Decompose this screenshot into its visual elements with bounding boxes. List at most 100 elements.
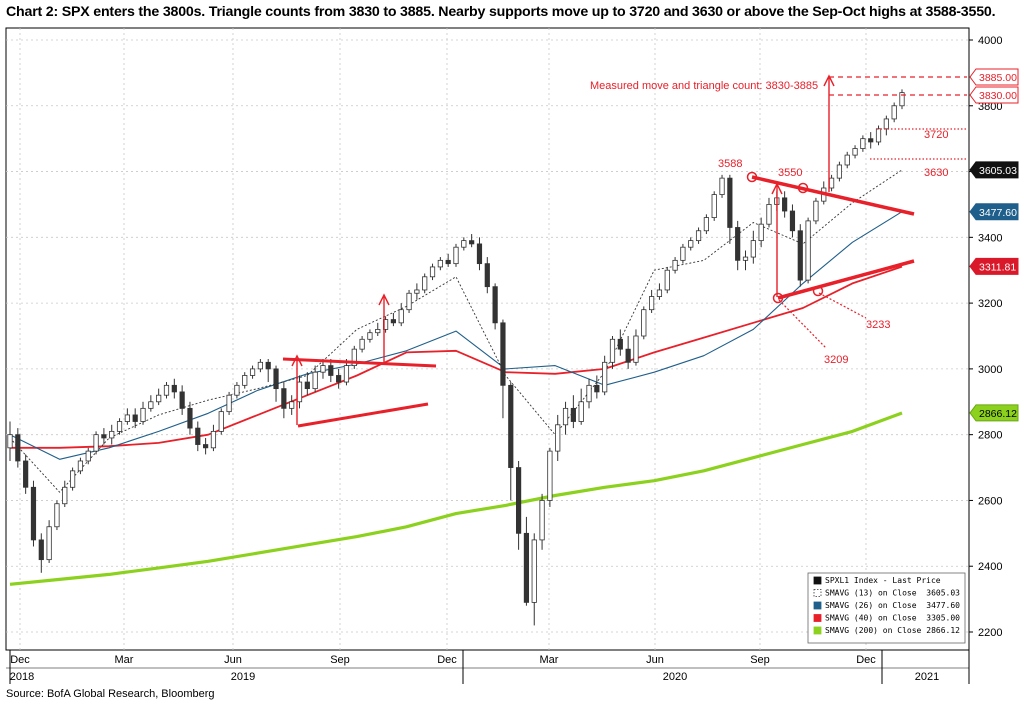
candle-body (116, 421, 123, 432)
candle-body (539, 500, 545, 541)
candle-body (101, 434, 107, 439)
legend-swatch (813, 601, 822, 610)
annotation-label: 3209 (824, 354, 848, 366)
legend-entry-name: SMAVG (40) on Close (825, 614, 917, 623)
candle-body (437, 259, 443, 268)
candle-body (406, 292, 412, 311)
candle-body (531, 539, 537, 603)
pivot-circle (772, 292, 784, 304)
y-tick-label: 3200 (978, 298, 1002, 310)
candle-body (594, 384, 600, 393)
candle-body (218, 411, 224, 432)
pivot-circle (797, 182, 809, 194)
candle-body (789, 210, 796, 232)
x-axis: Dec Mar Jun Sep Dec Mar Jun Sep Dec 2018 2019 2020 2… (6, 650, 970, 684)
candle-body (672, 259, 678, 271)
candle-body (547, 450, 553, 501)
candle-body (492, 286, 498, 324)
candle-body (249, 368, 256, 376)
candle-body (711, 194, 717, 218)
candle-body (203, 444, 209, 449)
chart-title: Chart 2: SPX enters the 3800s. Triangle … (6, 4, 996, 20)
candle-body (476, 243, 483, 265)
candle-body (195, 427, 201, 445)
candle-body (93, 434, 99, 452)
x-year-label: 2018 (10, 671, 34, 683)
candle-body (602, 361, 608, 393)
y-tick-label: 3000 (978, 364, 1002, 376)
price-tag: 3477.60 (969, 203, 1019, 221)
candle-body (782, 197, 788, 212)
candle-body (242, 375, 248, 386)
legend-entry-name: SMAVG (200) on Close (825, 626, 922, 635)
triangle-2019-arrowhead (291, 354, 303, 367)
candle-body (390, 319, 397, 324)
candle-body (891, 105, 897, 120)
candle-body (586, 384, 592, 403)
candle-body (422, 276, 428, 291)
candle-body (578, 401, 584, 422)
y-grid (6, 39, 969, 633)
candle-body (609, 338, 616, 363)
y-tick-label: 4000 (978, 35, 1002, 47)
x-month-label: Sep (750, 654, 770, 666)
candle-body (320, 365, 326, 373)
price-tag-box (969, 203, 1019, 221)
candle-body (844, 154, 850, 166)
candle-body (656, 289, 663, 297)
candle-body (304, 381, 310, 390)
price-tag-box (969, 161, 1019, 179)
candle-body (469, 240, 475, 245)
candle-body (398, 309, 404, 324)
sma200-line (9, 411, 903, 586)
price-tag: 3885.00 (969, 68, 1019, 86)
x-month-label: Mar (540, 654, 559, 666)
legend-entry-value: 3305.00 (926, 614, 960, 623)
candle-body (742, 256, 749, 261)
annotation-label: 3233 (866, 319, 890, 331)
candle-body (766, 204, 772, 225)
candle-body (210, 430, 217, 449)
candle-body (62, 486, 68, 505)
x-year-label: 2020 (663, 671, 687, 683)
candle-body (109, 430, 115, 439)
candle-body (343, 365, 350, 383)
candle-body (163, 384, 170, 396)
triangle-2019-lower (297, 402, 429, 428)
candle-body (367, 332, 373, 340)
candle-body (351, 348, 357, 366)
candle-body (570, 407, 576, 422)
candle-body (132, 414, 138, 422)
legend: SPXL1 Index - Last Price SMAVG (13) on Cl… (807, 572, 966, 644)
annotation-label: 3720 (924, 129, 948, 141)
y-tick-label: 3400 (978, 232, 1002, 244)
candle-body (633, 335, 639, 363)
candle-body (641, 309, 647, 337)
x-month-label: Jun (224, 654, 242, 666)
candle-body (257, 361, 263, 370)
candle-body (226, 394, 232, 413)
legend-entry-value: 2866.12 (926, 626, 960, 635)
x-month-label: Sep (330, 654, 350, 666)
sma26-line (9, 211, 903, 460)
annotation-label: 3550 (778, 167, 802, 179)
annotation-label: 3588 (718, 158, 742, 170)
y-tick-label: 2400 (978, 561, 1002, 573)
candle-body (296, 381, 303, 403)
candle-body (695, 230, 702, 242)
candle-body (15, 434, 21, 462)
plot-frame (5, 27, 970, 651)
candle-body (523, 532, 530, 603)
candle-body (860, 138, 866, 149)
legend-swatch (813, 589, 822, 597)
candle-body (148, 401, 154, 409)
x-year-label: 2021 (915, 671, 939, 683)
price-tag: 3605.03 (969, 161, 1019, 179)
annotation-overlay: Measured move and triangle count: 3830-3… (282, 74, 967, 428)
triangle-2020-upper (751, 175, 915, 216)
price-tag-label: 3830.00 (979, 90, 1017, 102)
candle-body (429, 266, 436, 278)
candle-body (54, 503, 60, 528)
candle-body (85, 450, 91, 462)
